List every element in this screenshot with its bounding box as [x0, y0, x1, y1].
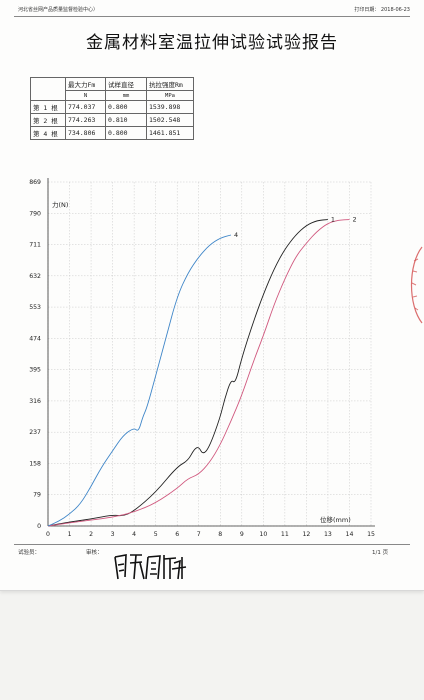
row-diameter: 0.800 [105, 100, 147, 114]
series-line-2 [47, 219, 350, 527]
x-tick-label: 12 [302, 531, 310, 538]
results-table: 最大力Fm 试样直径 抗拉强度Rm N mm MPa 第 1 根 774.037… [30, 77, 194, 140]
header-print-date: 打印日期： 2018-06-23 [354, 7, 410, 13]
red-seal-stamp [410, 246, 423, 324]
series-label-4: 4 [234, 231, 238, 239]
x-tick-label: 5 [154, 531, 158, 538]
chart-series [47, 219, 350, 527]
table-header-diameter: 试样直径 [105, 77, 147, 91]
x-tick-label: 1 [68, 531, 72, 538]
y-tick-label: 0 [37, 523, 41, 530]
header-org: 河北省丝网产品质量监督检验中心） [18, 7, 99, 13]
y-tick-labels: 0 79 158 237 316 395 474 553 632 711 790 869 [29, 179, 41, 530]
table-row: 第 4 根 734.806 0.800 1461.851 [30, 126, 194, 140]
y-tick-label: 79 [33, 492, 41, 499]
series-line-1 [47, 219, 328, 527]
x-tick-label: 4 [132, 531, 136, 538]
x-axis-label: 位移(mm) [320, 515, 351, 524]
table-row: 第 2 根 774.263 0.810 1502.548 [30, 113, 194, 127]
row-label: 第 2 根 [30, 113, 66, 127]
series-end-labels: 1 2 4 [234, 216, 357, 239]
y-tick-label: 316 [29, 398, 41, 405]
y-tick-label: 869 [29, 179, 41, 186]
unit-diameter: mm [105, 90, 147, 101]
chart-axes [47, 178, 375, 527]
x-tick-label: 11 [281, 531, 289, 538]
row-label: 第 4 根 [30, 126, 66, 140]
y-tick-label: 553 [29, 304, 41, 311]
page-number: 1/1 页 [372, 550, 389, 556]
header-divider [14, 16, 410, 17]
row-diameter: 0.810 [105, 113, 147, 127]
y-tick-label: 237 [29, 429, 41, 436]
x-tick-label: 0 [46, 531, 50, 538]
y-tick-label: 711 [29, 242, 41, 249]
x-tick-label: 6 [175, 531, 179, 538]
row-fm: 774.037 [65, 100, 106, 114]
footer-divider [14, 544, 410, 545]
report-sheet: 河北省丝网产品质量监督检验中心） 打印日期： 2018-06-23 金属材料室温… [0, 0, 424, 591]
y-axis-label: 力(N) [52, 200, 68, 209]
row-rm: 1461.851 [146, 126, 194, 140]
x-tick-label: 2 [89, 531, 93, 538]
series-line-4 [47, 234, 232, 527]
y-tick-label: 790 [29, 210, 41, 217]
row-fm: 774.263 [65, 113, 106, 127]
row-diameter: 0.800 [105, 126, 147, 140]
handwritten-signature [114, 554, 187, 580]
x-tick-label: 13 [324, 531, 332, 538]
series-label-1: 1 [331, 216, 335, 224]
table-header-rm: 抗拉强度Rm [146, 77, 194, 91]
x-tick-label: 7 [197, 531, 201, 538]
y-tick-label: 158 [29, 460, 41, 467]
table-corner-cell [30, 77, 66, 101]
series-label-2: 2 [352, 216, 356, 224]
table-header-row: 最大力Fm 试样直径 抗拉强度Rm [30, 77, 194, 101]
y-tick-label: 474 [29, 335, 41, 342]
row-fm: 734.806 [65, 126, 106, 140]
unit-fm: N [65, 90, 106, 101]
table-header-fm: 最大力Fm [65, 77, 106, 91]
x-tick-label: 8 [218, 531, 222, 538]
row-rm: 1539.898 [146, 100, 194, 114]
unit-rm: MPa [146, 90, 194, 101]
reviewer-label: 审核： [86, 550, 103, 556]
report-title: 金属材料室温拉伸试验试验报告 [86, 33, 338, 53]
tester-label: 试验员： [18, 550, 41, 556]
row-label: 第 1 根 [30, 100, 66, 114]
x-tick-label: 10 [259, 531, 267, 538]
x-tick-label: 3 [111, 531, 115, 538]
x-tick-label: 15 [367, 531, 375, 538]
row-rm: 1502.548 [146, 113, 194, 127]
x-tick-labels: 0 1 2 3 4 5 6 7 8 9 10 11 12 13 14 15 [46, 531, 375, 538]
x-tick-label: 14 [346, 531, 354, 538]
x-tick-label: 9 [240, 531, 244, 538]
table-row: 第 1 根 774.037 0.800 1539.898 [30, 100, 194, 114]
y-tick-label: 395 [29, 367, 41, 374]
y-tick-label: 632 [29, 273, 41, 280]
chart-grid [47, 181, 372, 527]
